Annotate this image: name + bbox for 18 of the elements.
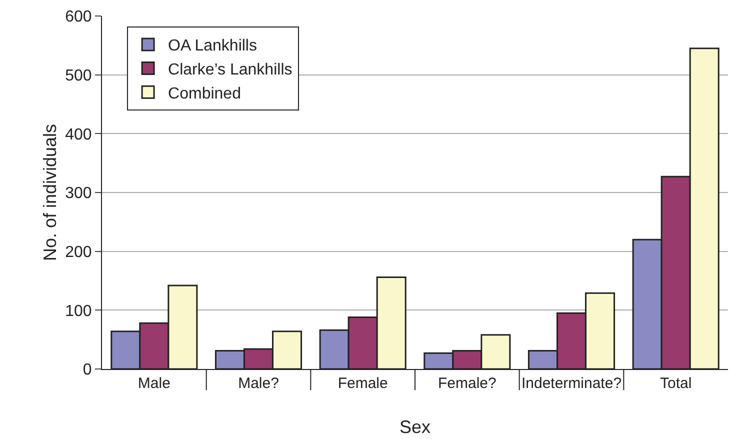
x-tick-label: Male? <box>238 375 279 392</box>
x-tick-label: Male <box>138 375 170 392</box>
legend-label: OA Lankhills <box>168 38 257 55</box>
y-tick-label: 0 <box>82 362 92 379</box>
legend-label: Clarke’s Lankhills <box>168 62 292 79</box>
y-tick-label: 100 <box>65 302 92 320</box>
x-tick-label: Female? <box>438 375 496 392</box>
y-tick-label: 300 <box>65 185 92 202</box>
y-axis-title: No. of individuals <box>40 124 60 262</box>
y-tick-label: 500 <box>65 67 92 84</box>
x-axis-title: Sex <box>399 417 431 437</box>
y-tick-label: 200 <box>65 244 92 261</box>
legend-label: Combined <box>168 85 241 102</box>
x-tick-label: Female <box>338 375 388 392</box>
y-tick-label: 600 <box>65 8 92 26</box>
x-tick-label: Total <box>660 375 692 392</box>
x-tick-label: Indeterminate? <box>521 375 622 392</box>
y-tick-label: 400 <box>65 126 92 144</box>
